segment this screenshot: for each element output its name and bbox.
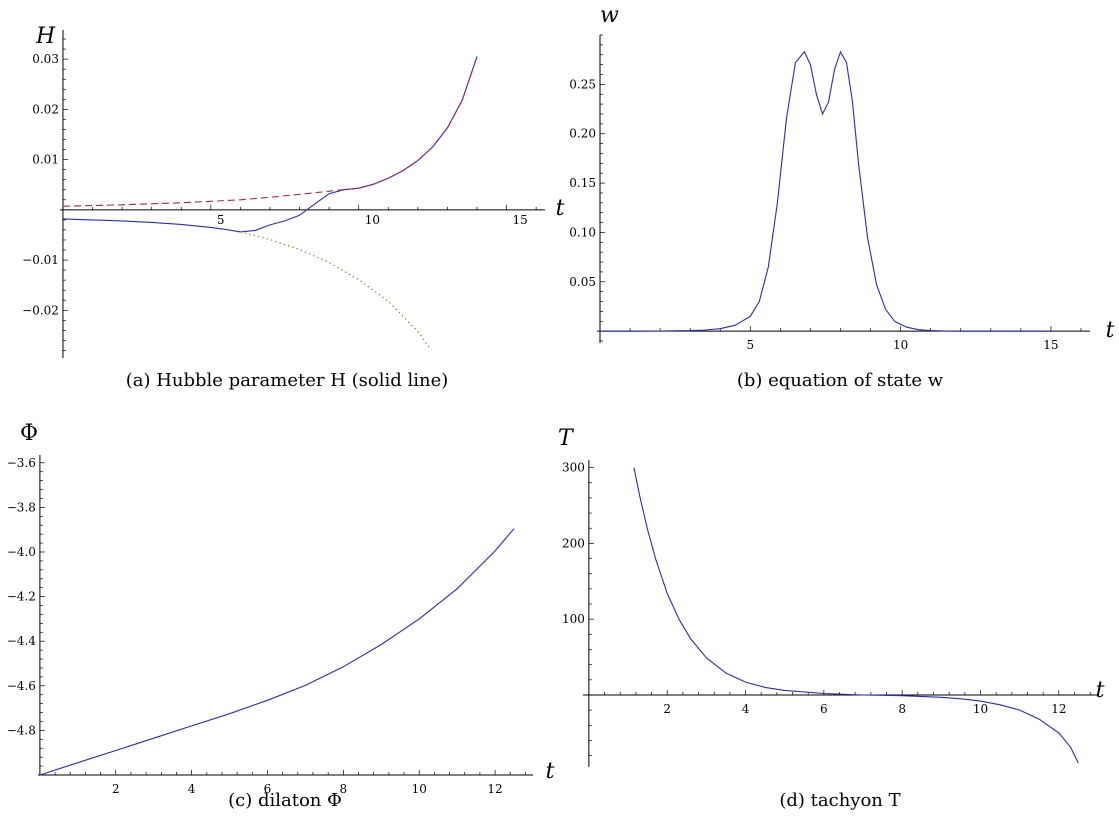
panel-c: 2 4 6 8 10 12 −4.8 −4.6 −4.4 −4.2 −4.0 −3.8 −3.6 Φt (c…: [7, 421, 555, 811]
y-axis-label: T: [558, 426, 575, 451]
x-tick-label: 5: [217, 213, 225, 227]
y-tick-label: 0.03: [32, 52, 59, 66]
panel-a: 5 10 15 −0.02 −0.01 0.01 0.02 0.03 Ht (a) Hubble …: [22, 24, 564, 391]
y-tick-label: −4.4: [7, 634, 37, 648]
y-tick-label: 0.15: [569, 176, 596, 190]
y-tick-label: 200: [562, 536, 585, 550]
y-tick-label: 0.25: [569, 77, 596, 91]
x-tick-label: 2: [663, 702, 671, 716]
panel-caption: (d) tachyon T: [779, 790, 900, 811]
series-line-solid: [39, 528, 515, 776]
panel-b: 5 10 15 0.05 0.10 0.15 0.20 0.25 w t (b) equation …: [569, 3, 1114, 391]
y-tick-label: 0.02: [32, 102, 59, 116]
y-tick-label: −4.8: [7, 723, 36, 737]
series-line-solid: [62, 56, 478, 233]
x-tick-label: 10: [893, 338, 908, 352]
y-tick-label: 0.01: [32, 153, 59, 167]
y-tick-label: 0.05: [569, 275, 596, 289]
y-tick-label: −0.02: [22, 303, 59, 317]
x-axis-label: t: [556, 196, 565, 221]
x-tick-label: 10: [973, 702, 988, 716]
x-tick-label: 4: [742, 702, 750, 716]
x-tick-label: 12: [487, 782, 502, 796]
x-tick-label: 8: [340, 782, 348, 796]
x-tick-label: 10: [412, 782, 427, 796]
x-axis-label: t: [1106, 318, 1115, 343]
series-line-solid: [600, 50, 1051, 332]
x-axis-label: t: [546, 759, 555, 784]
x-tick-label: 12: [1051, 702, 1066, 716]
x-tick-label: 6: [264, 782, 272, 796]
panel-caption: (b) equation of state w: [737, 370, 944, 391]
y-tick-label: 0.20: [569, 127, 596, 141]
x-tick-label: 15: [1043, 338, 1058, 352]
y-axis-label: w: [600, 3, 619, 28]
series-line-solid: [633, 467, 1079, 764]
x-tick-label: 15: [513, 213, 528, 227]
y-tick-label: −4.0: [7, 545, 36, 559]
y-axis-label: Φ: [20, 421, 38, 446]
x-tick-label: 4: [188, 782, 196, 796]
y-tick-label: −4.6: [7, 679, 36, 693]
y-tick-label: 100: [562, 612, 585, 626]
x-tick-label: 2: [112, 782, 120, 796]
y-tick-label: −4.2: [7, 590, 36, 604]
x-tick-label: 8: [898, 702, 906, 716]
panel-caption: (c) dilaton Φ: [228, 790, 342, 811]
y-tick-label: −3.6: [7, 456, 36, 470]
panel-caption: (a) Hubble parameter H (solid line): [126, 370, 449, 391]
y-tick-label: −3.8: [7, 500, 36, 514]
y-axis-label: H: [35, 24, 56, 49]
y-tick-label: 0.10: [569, 225, 596, 239]
x-tick-label: 5: [746, 338, 754, 352]
x-tick-label: 6: [820, 702, 828, 716]
y-tick-label: −0.01: [22, 253, 59, 267]
x-axis-label: t: [1096, 678, 1105, 703]
x-tick-label: 10: [365, 213, 380, 227]
series-line-dashed: [62, 56, 478, 207]
panel-d: 2 4 6 8 10 12 100 200 300 Tt (d) tachyon T: [558, 426, 1105, 811]
y-tick-label: 300: [562, 461, 585, 475]
series-line-dotted: [240, 231, 431, 349]
